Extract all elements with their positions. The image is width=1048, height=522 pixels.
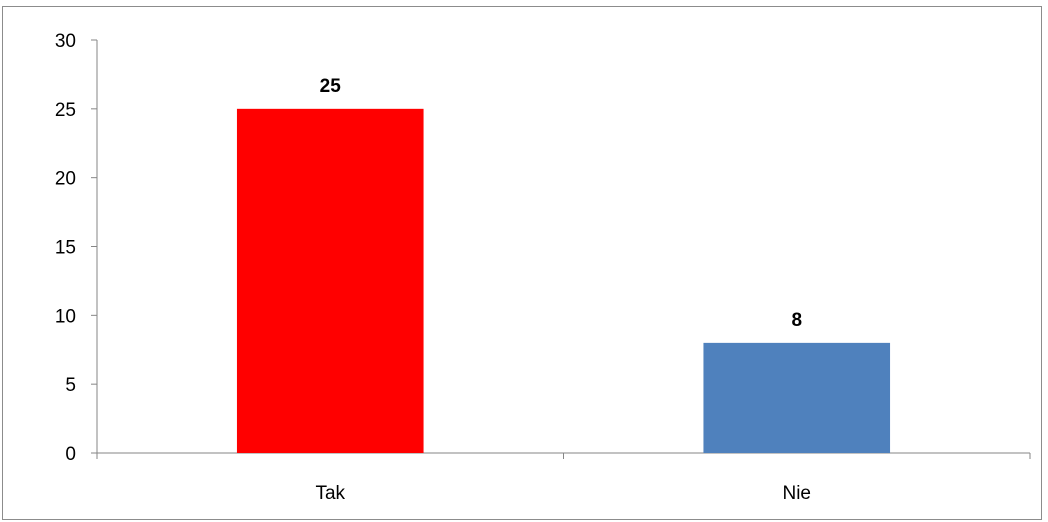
bar-series [236, 108, 891, 453]
y-axis-ticks: 0 5 10 15 20 25 30 [55, 31, 97, 465]
category-labels: Tak Nie [315, 483, 811, 504]
y-tick-label: 30 [55, 31, 76, 52]
x-axis-ticks [96, 453, 1031, 459]
data-label-tak: 25 [320, 76, 342, 97]
bar-tak [236, 108, 424, 453]
category-label-tak: Tak [315, 483, 345, 504]
category-label-nie: Nie [782, 483, 811, 504]
y-tick-label: 0 [65, 444, 76, 465]
y-tick-label: 25 [55, 100, 76, 121]
y-tick-label: 15 [55, 238, 76, 259]
data-labels: 25 8 [320, 76, 802, 331]
y-tick-label: 20 [55, 169, 76, 190]
y-tick-label: 10 [55, 306, 76, 327]
data-label-nie: 8 [791, 310, 802, 331]
y-tick-label: 5 [65, 375, 76, 396]
bar-nie [703, 342, 891, 453]
